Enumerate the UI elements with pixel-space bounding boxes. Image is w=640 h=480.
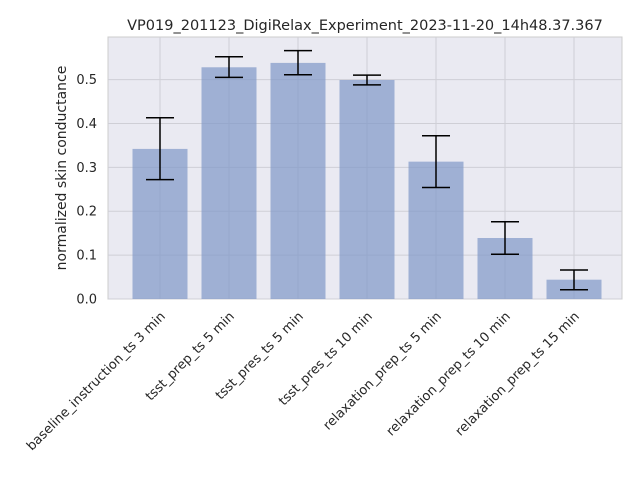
error-bar-6: [491, 221, 519, 255]
bar-4: [339, 80, 395, 299]
y-tick-label: 0.3: [76, 161, 97, 176]
error-bar-7: [560, 269, 588, 291]
y-axis-label: normalized skin conductance: [54, 66, 70, 271]
error-bar-5: [422, 134, 450, 189]
bars: [132, 62, 602, 300]
error-bars: [146, 49, 588, 291]
y-tick-label: 0.1: [76, 249, 97, 264]
error-bar-1: [146, 117, 174, 181]
error-bar-2: [215, 55, 243, 79]
error-bar-4: [353, 74, 381, 86]
y-tick-label: 0.5: [76, 73, 97, 88]
y-tick-label: 0.0: [76, 293, 97, 308]
y-axis-ticks: 0.0 0.1 0.2 0.3 0.4 0.5: [76, 73, 97, 307]
y-tick-label: 0.2: [76, 205, 97, 220]
bar-3: [270, 62, 326, 300]
error-bar-3: [284, 49, 312, 76]
y-tick-label: 0.4: [76, 117, 97, 132]
chart-title: VP019_201123_DigiRelax_Experiment_2023-1…: [127, 18, 603, 34]
bar-2: [201, 67, 257, 300]
